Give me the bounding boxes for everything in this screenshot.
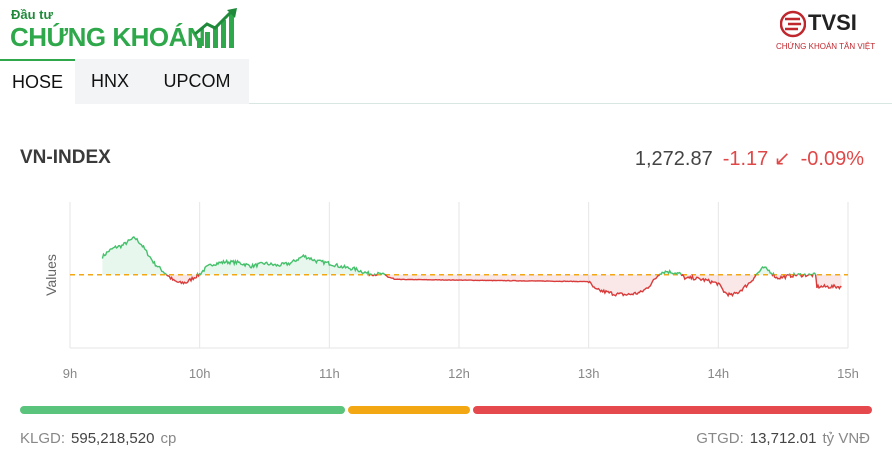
tab-hnx[interactable]: HNX <box>90 71 129 91</box>
line-below-reference <box>368 274 371 277</box>
breadth-down-segment <box>473 406 872 414</box>
volume-unit: cp <box>160 430 177 447</box>
trading-value: GTGD: 13,712.01 tỷ VNĐ <box>696 430 870 447</box>
line-below-reference <box>794 274 798 277</box>
x-tick-label: 14h <box>707 366 729 381</box>
brand-big-text: CHỨNG KHOÁN <box>10 22 206 52</box>
line-above-reference <box>373 273 376 276</box>
exchange-tabs: HOSE HNX UPCOM <box>0 59 249 104</box>
tab-upcom[interactable]: UPCOM <box>163 71 231 91</box>
partner-name: TVSI <box>808 10 857 35</box>
line-above-reference <box>803 273 806 276</box>
tab-hose[interactable]: HOSE <box>0 59 75 104</box>
index-name: VN-INDEX <box>20 147 111 168</box>
line-below-reference <box>371 274 375 277</box>
partner-logo[interactable]: TVSI CHỨNG KHOÁN TÂN VIỆT <box>774 8 884 54</box>
area-above-reference <box>199 255 370 275</box>
line-above-reference <box>658 269 682 276</box>
volume-value: 595,218,520 <box>71 430 155 447</box>
line-above-reference <box>796 272 802 276</box>
x-tick-label: 10h <box>189 366 211 381</box>
value-label: GTGD: <box>696 430 744 447</box>
line-below-reference <box>374 274 378 277</box>
tvsi-emblem-icon <box>780 10 806 38</box>
line-above-reference <box>788 272 791 276</box>
volume-label: KLGD: <box>20 430 66 447</box>
line-above-reference <box>772 271 775 276</box>
breadth-unchanged-segment <box>348 406 471 414</box>
index-change: -1.17 ↙ <box>723 146 791 171</box>
trading-volume: KLGD: 595,218,520 cp <box>20 430 176 447</box>
line-above-reference <box>369 273 373 276</box>
line-below-reference <box>771 274 774 277</box>
line-below-reference <box>810 274 814 278</box>
line-above-reference <box>196 271 199 276</box>
x-tick-label: 13h <box>578 366 600 381</box>
line-below-reference <box>773 273 790 281</box>
growth-chart-icon <box>194 8 237 48</box>
value-unit: tỷ VNĐ <box>822 430 870 447</box>
line-below-reference <box>197 274 200 278</box>
line-below-reference <box>800 274 805 278</box>
x-tick-label: 12h <box>448 366 470 381</box>
area-above-reference <box>756 267 773 275</box>
line-above-reference <box>101 235 168 276</box>
line-above-reference <box>807 273 813 276</box>
partner-subtitle: CHỨNG KHOÁN TÂN VIỆT <box>776 42 876 51</box>
x-tick-label: 15h <box>837 366 859 381</box>
x-tick-label: 9h <box>63 366 77 381</box>
line-below-reference <box>789 274 795 279</box>
line-above-reference <box>198 253 370 276</box>
index-value: 1,272.87 <box>634 148 713 170</box>
line-above-reference <box>792 271 796 276</box>
brand-logo[interactable]: Đầu tư CHỨNG KHOÁN <box>10 7 250 52</box>
line-above-reference <box>376 271 386 276</box>
line-above-reference <box>755 266 773 276</box>
intraday-chart[interactable]: Values 9h 10h 11h 12h 13h 14h 15h <box>0 190 892 390</box>
area-below-reference <box>681 274 756 296</box>
index-summary: 1,272.87 -1.17 ↙ -0.09% <box>635 146 864 171</box>
chart-series-lines <box>101 235 842 298</box>
area-below-reference <box>166 274 198 284</box>
area-below-reference <box>815 274 842 289</box>
value-value: 13,712.01 <box>749 430 817 447</box>
line-below-reference <box>165 274 198 285</box>
breadth-up-segment <box>20 406 346 414</box>
brand-small-text: Đầu tư <box>11 7 53 22</box>
x-tick-label: 11h <box>319 366 340 381</box>
area-above-reference <box>102 236 167 275</box>
tab-divider <box>249 103 892 104</box>
line-below-reference <box>384 274 661 297</box>
line-below-reference <box>814 274 842 290</box>
line-below-reference <box>680 273 757 298</box>
chart-fill-areas <box>102 236 842 296</box>
line-below-reference <box>804 274 810 278</box>
arrow-down-left-icon: ↙ <box>773 148 791 170</box>
index-percent: -0.09% <box>800 148 864 170</box>
y-axis-label: Values <box>43 254 59 296</box>
x-axis-ticks: 9h 10h 11h 12h 13h 14h 15h <box>63 366 859 381</box>
market-breadth-bar <box>20 406 872 414</box>
line-above-reference <box>812 272 817 276</box>
index-change-value: -1.17 <box>722 148 769 170</box>
